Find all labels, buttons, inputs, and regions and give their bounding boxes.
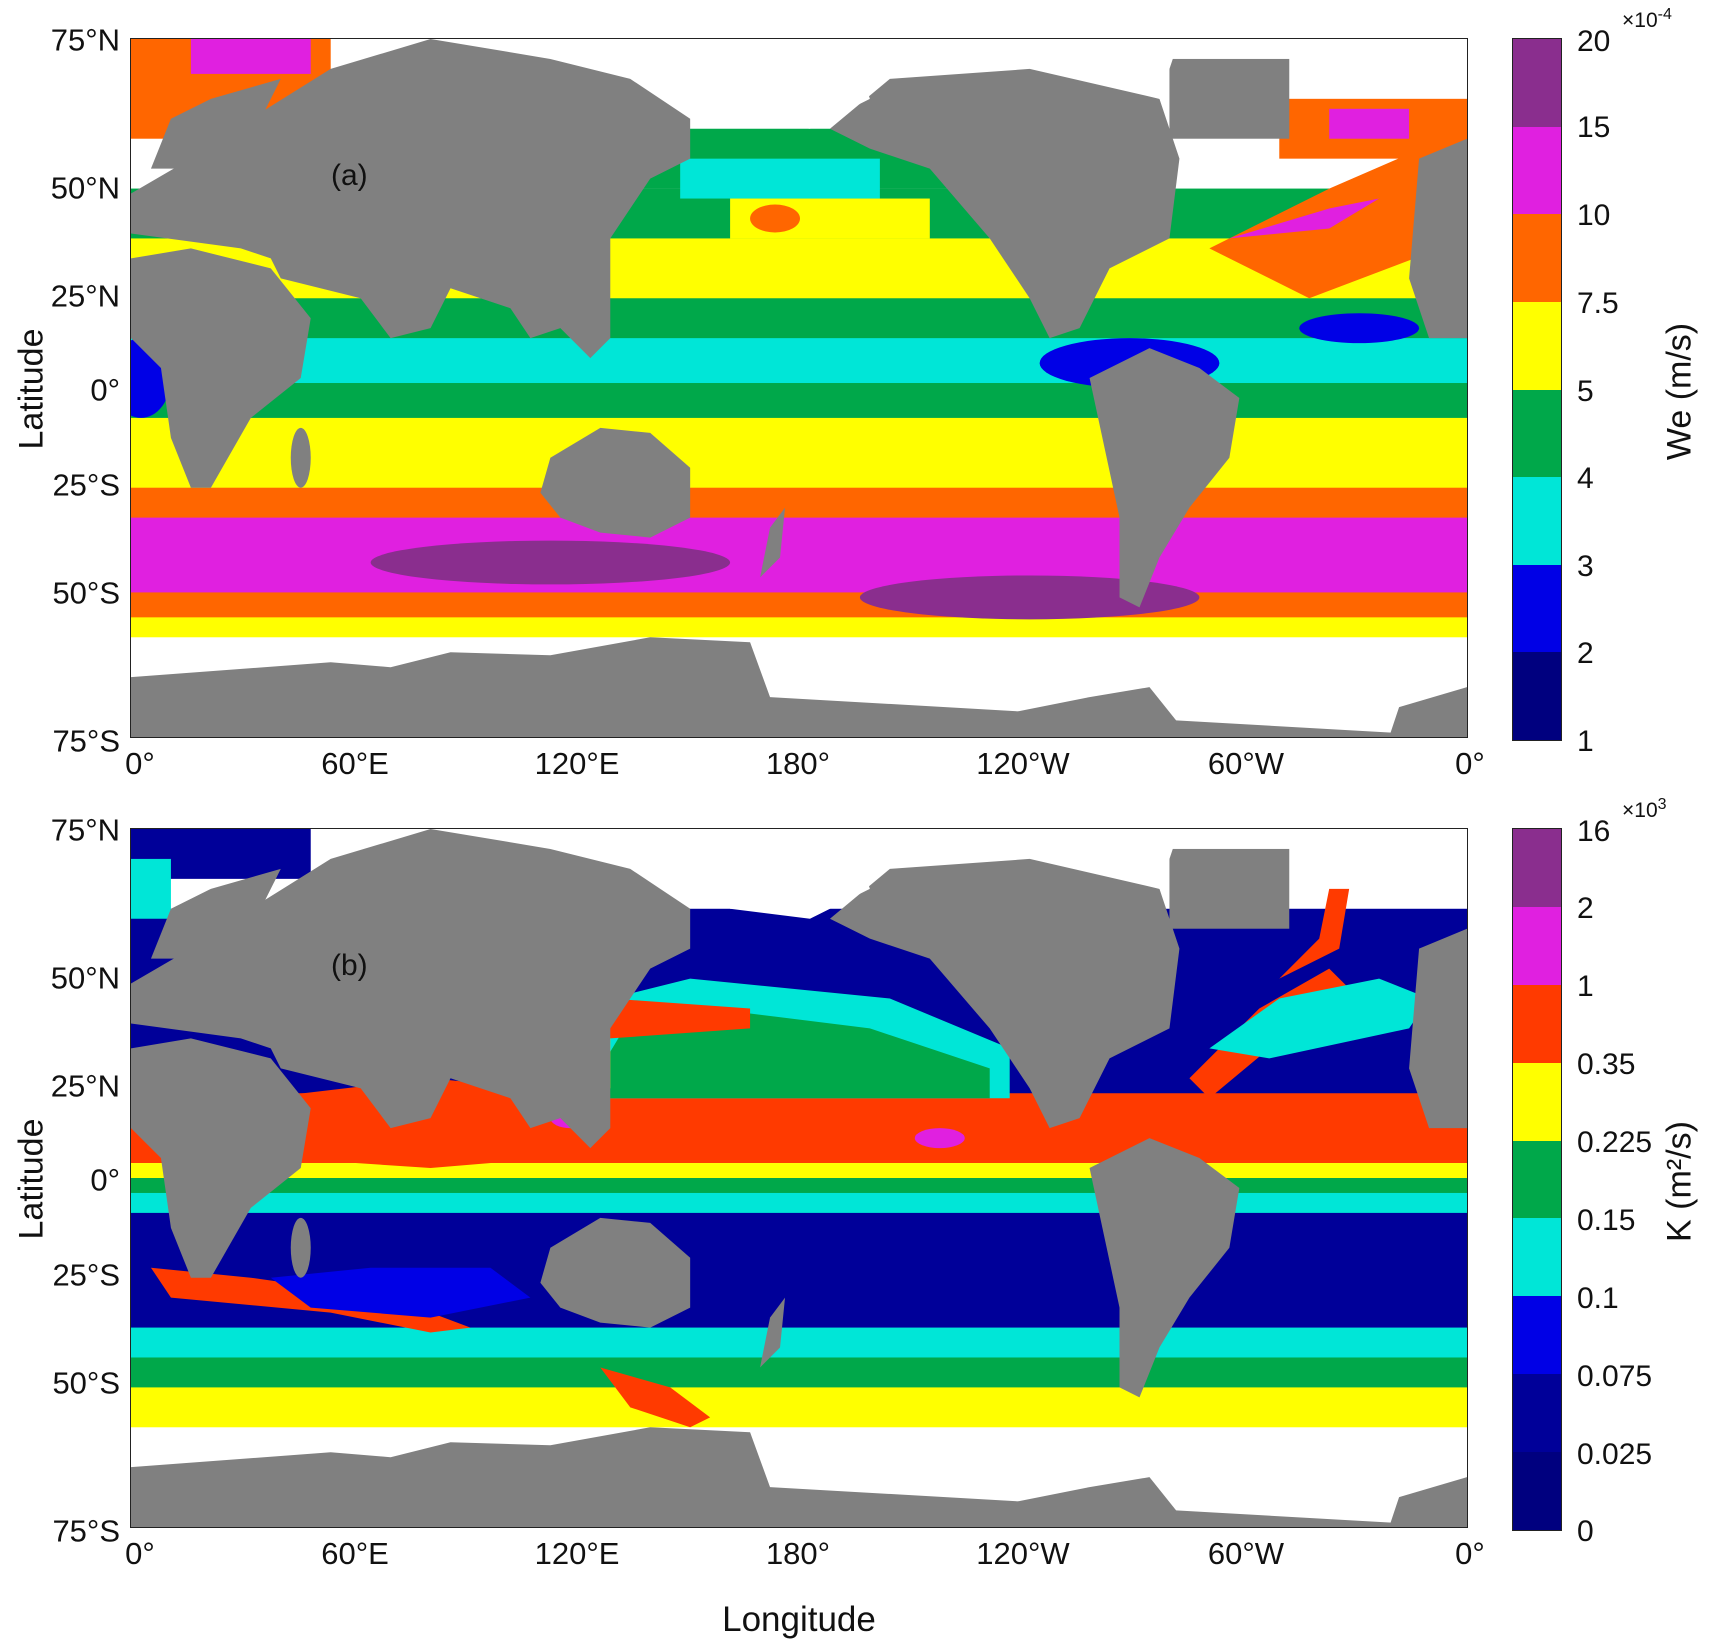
colorbar-tick-label: 5 bbox=[1577, 375, 1594, 408]
colorbar-we bbox=[1512, 38, 1562, 741]
ytick-label: 0° bbox=[90, 1162, 120, 1198]
ytick-label: 25°N bbox=[50, 278, 120, 314]
colorbar-exponent: ×103 bbox=[1622, 796, 1667, 822]
xtick-label: 0° bbox=[1455, 1536, 1485, 1571]
colorbar-tick-label: 0.075 bbox=[1577, 1360, 1653, 1393]
xtick-label: 60°E bbox=[321, 1536, 389, 1571]
colorbar-tick-label: 4 bbox=[1577, 462, 1594, 495]
colorbar-tick-label: 2 bbox=[1577, 637, 1594, 670]
xtick-label: 0° bbox=[1455, 746, 1485, 781]
xtick-label: 120°E bbox=[534, 746, 620, 781]
ytick-label: 75°N bbox=[50, 22, 120, 58]
colorbar-tick-label: 1 bbox=[1577, 725, 1594, 758]
colorbar-tick-label: 0.35 bbox=[1577, 1048, 1636, 1081]
xtick-label: 60°W bbox=[1207, 1536, 1285, 1571]
colorbar-tick-label: 0.225 bbox=[1577, 1126, 1653, 1159]
colorbar-tick-label: 0 bbox=[1577, 1515, 1594, 1548]
colorbar-k bbox=[1512, 828, 1562, 1531]
colorbar-tick-label: 7.5 bbox=[1577, 287, 1619, 320]
panel-letter-b: (b) bbox=[331, 949, 368, 982]
ytick-label: 75°S bbox=[52, 1513, 120, 1549]
xtick-label: 120°W bbox=[976, 1536, 1070, 1571]
ytick-label: 50°N bbox=[50, 960, 120, 996]
colorbar-tick-label: 0.1 bbox=[1577, 1282, 1619, 1315]
we-heatmap bbox=[131, 39, 1467, 737]
colorbar-tick-label: 0.025 bbox=[1577, 1438, 1653, 1471]
map-we: (a) bbox=[130, 38, 1468, 738]
xtick-label: 0° bbox=[125, 1536, 155, 1571]
colorbar-tick-label: 0.15 bbox=[1577, 1204, 1636, 1237]
colorbar-exponent: ×10-4 bbox=[1622, 6, 1672, 32]
xtick-label: 60°E bbox=[321, 746, 389, 781]
ytick-label: 25°S bbox=[52, 467, 120, 503]
colorbar-tick-label: 10 bbox=[1577, 199, 1611, 232]
colorbar-tick-label: 20 bbox=[1577, 25, 1611, 58]
colorbar-tick-label: 1 bbox=[1577, 970, 1594, 1003]
y-axis-label: Latitude bbox=[12, 328, 51, 450]
xtick-label: 120°W bbox=[976, 746, 1070, 781]
ytick-label: 25°S bbox=[52, 1257, 120, 1293]
colorbar-tick-label: 15 bbox=[1577, 111, 1611, 144]
ytick-label: 0° bbox=[90, 372, 120, 408]
panel-b: (b) 75°N 50°N 25°N 0° 25°S 50°S 75°S Lat… bbox=[0, 790, 1725, 1646]
xtick-label: 0° bbox=[125, 746, 155, 781]
panel-letter-a: (a) bbox=[331, 159, 368, 192]
ytick-label: 75°S bbox=[52, 723, 120, 759]
ytick-label: 25°N bbox=[50, 1068, 120, 1104]
y-axis-label: Latitude bbox=[12, 1118, 51, 1240]
x-axis-label: Longitude bbox=[722, 1600, 876, 1639]
xtick-label: 60°W bbox=[1207, 746, 1285, 781]
colorbar-title-we: We (m/s) bbox=[1660, 322, 1699, 461]
ytick-label: 75°N bbox=[50, 812, 120, 848]
colorbar-title-k: K (m²/s) bbox=[1660, 1121, 1699, 1242]
colorbar-tick-label: 2 bbox=[1577, 892, 1594, 925]
ytick-label: 50°N bbox=[50, 170, 120, 206]
xtick-label: 180° bbox=[765, 1536, 831, 1571]
panel-a: (a) 75°N 50°N 25°N 0° 25°S 50°S 75°S Lat… bbox=[0, 0, 1725, 790]
map-k: (b) bbox=[130, 828, 1468, 1528]
ytick-label: 50°S bbox=[52, 575, 120, 611]
colorbar-tick-label: 16 bbox=[1577, 815, 1611, 848]
k-heatmap bbox=[131, 829, 1467, 1527]
xtick-label: 120°E bbox=[534, 1536, 620, 1571]
colorbar-tick-label: 3 bbox=[1577, 550, 1594, 583]
xtick-label: 180° bbox=[765, 746, 831, 781]
ytick-label: 50°S bbox=[52, 1365, 120, 1401]
